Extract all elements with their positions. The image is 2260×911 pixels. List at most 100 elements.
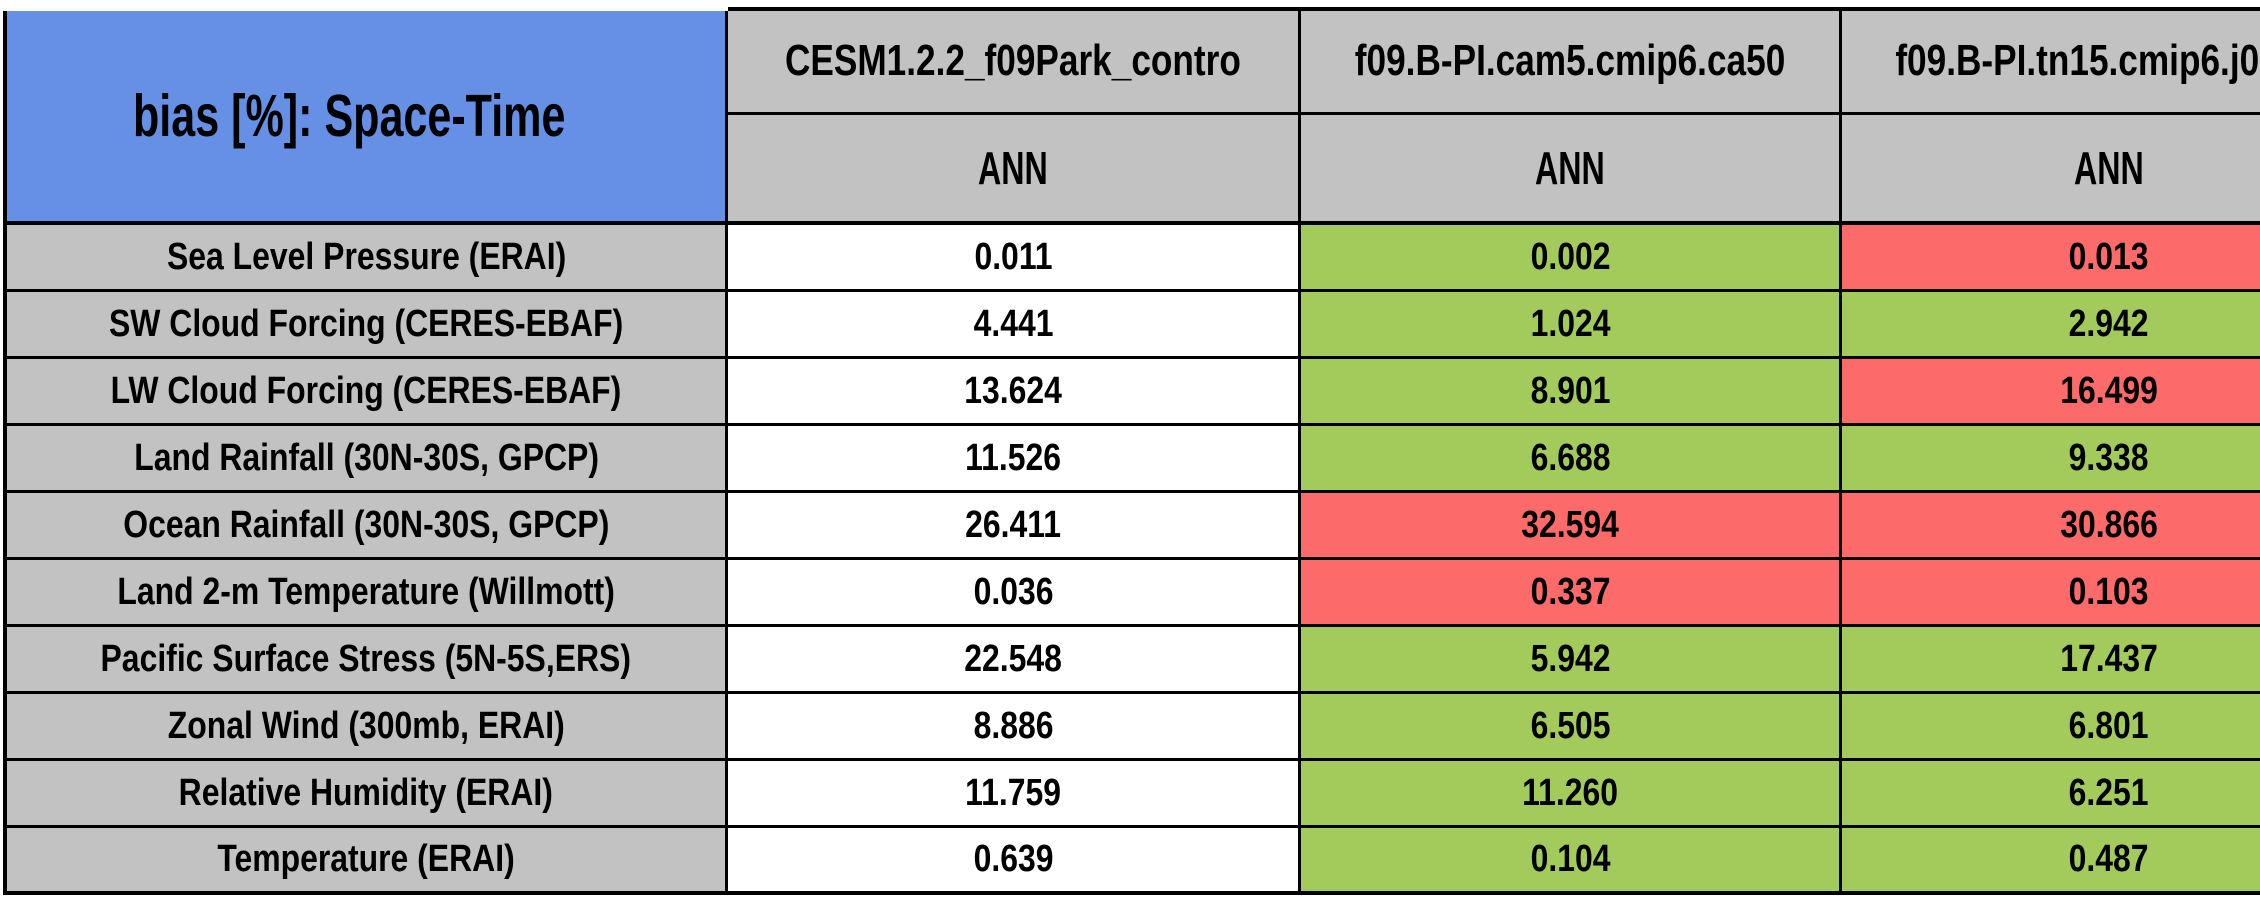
value-cell-white: 8.886 [725,690,1302,761]
table-row: Ocean Rainfall (30N-30S, GPCP) 26.411 32.5… [3,489,2260,560]
row-label-cell: Zonal Wind (300mb, ERAI) [3,690,729,761]
table-row: Pacific Surface Stress (5N-5S,ERS) 22.548… [3,623,2260,694]
value-cell-green: 6.505 [1298,690,1843,761]
value-cell-green: 11.260 [1298,757,1843,828]
table-row: Sea Level Pressure (ERAI) 0.011 0.002 0.013 [3,221,2260,292]
value-cell-white: 0.011 [725,221,1302,292]
value-text: 0.337 [1530,570,1611,613]
value-text: 5.942 [1530,637,1611,680]
value-text: 6.505 [1530,704,1611,747]
value-text: 16.499 [2060,369,2158,412]
value-cell-green: 17.437 [1839,623,2260,694]
value-text: 2.942 [2068,302,2149,345]
model-name-1: CESM1.2.2_f09Park_contro [785,36,1242,86]
value-text: 6.688 [1530,436,1611,479]
value-cell-red: 0.103 [1839,556,2260,627]
row-label: Land Rainfall (30N-30S, GPCP) [133,436,599,479]
value-text: 9.338 [2068,436,2149,479]
model-header-2: f09.B-PI.cam5.cmip6.ca50 [1298,7,1843,115]
value-cell-green: 6.801 [1839,690,2260,761]
season-label-2: ANN [1535,141,1606,194]
value-text: 0.103 [2068,570,2149,613]
value-cell-red: 32.594 [1298,489,1843,560]
value-cell-green: 0.104 [1298,824,1843,895]
row-label-cell: Pacific Surface Stress (5N-5S,ERS) [3,623,729,694]
value-text: 6.251 [2068,771,2149,814]
row-label: Relative Humidity (ERAI) [179,771,554,814]
model-name-3: f09.B-PI.tn15.cmip6.j01.re [1895,36,2260,86]
value-text: 17.437 [2060,637,2158,680]
value-cell-white: 4.441 [725,288,1302,359]
value-text: 0.002 [1530,235,1611,278]
value-cell-green: 1.024 [1298,288,1843,359]
value-cell-white: 11.759 [725,757,1302,828]
value-text: 4.441 [973,302,1054,345]
model-header-3: f09.B-PI.tn15.cmip6.j01.re [1839,7,2260,115]
value-text: 11.526 [965,436,1062,479]
table-row: LW Cloud Forcing (CERES-EBAF) 13.624 8.901… [3,355,2260,426]
value-text: 0.011 [974,235,1053,278]
row-label: LW Cloud Forcing (CERES-EBAF) [110,369,622,412]
value-cell-green: 2.942 [1839,288,2260,359]
value-text: 11.260 [1522,771,1619,814]
value-text: 11.759 [965,771,1062,814]
row-label: Temperature (ERAI) [217,838,515,881]
value-cell-red: 16.499 [1839,355,2260,426]
row-label: Sea Level Pressure (ERAI) [166,235,566,278]
season-label-1: ANN [978,141,1049,194]
value-cell-white: 13.624 [725,355,1302,426]
table-title-cell: bias [%]: Space-Time [3,7,729,225]
row-label-cell: SW Cloud Forcing (CERES-EBAF) [3,288,729,359]
value-cell-green: 6.688 [1298,422,1843,493]
value-text: 8.901 [1530,369,1611,412]
season-header-3: ANN [1839,111,2260,225]
value-text: 26.411 [965,503,1062,546]
value-text: 0.013 [2068,235,2149,278]
value-cell-white: 0.639 [725,824,1302,895]
value-text: 13.624 [964,369,1063,412]
row-label-cell: Land 2-m Temperature (Willmott) [3,556,729,627]
season-header-1: ANN [725,111,1302,225]
table-row: Land 2-m Temperature (Willmott) 0.036 0.33… [3,556,2260,627]
season-header-row: ANN ANN ANN [5,111,2260,225]
value-cell-red: 0.013 [1839,221,2260,292]
value-text: 32.594 [1521,503,1620,546]
value-cell-green: 0.487 [1839,824,2260,895]
value-cell-white: 11.526 [725,422,1302,493]
value-text: 0.639 [973,838,1054,881]
row-label: Pacific Surface Stress (5N-5S,ERS) [100,637,632,680]
table-row: Zonal Wind (300mb, ERAI) 8.886 6.505 6.801 [3,690,2260,761]
value-cell-red: 0.337 [1298,556,1843,627]
table-row: Relative Humidity (ERAI) 11.759 11.260 6.25… [3,757,2260,828]
row-label: Ocean Rainfall (30N-30S, GPCP) [123,503,610,546]
value-cell-green: 0.002 [1298,221,1843,292]
row-label-cell: Relative Humidity (ERAI) [3,757,729,828]
model-header-1: CESM1.2.2_f09Park_contro [725,7,1302,115]
row-label-cell: LW Cloud Forcing (CERES-EBAF) [3,355,729,426]
model-name-2: f09.B-PI.cam5.cmip6.ca50 [1354,36,1786,86]
row-label-cell: Ocean Rainfall (30N-30S, GPCP) [3,489,729,560]
table-body: bias [%]: Space-Time CESM1.2.2_f09Park_c… [3,7,2260,895]
value-text: 22.548 [964,637,1063,680]
value-text: 0.104 [1530,838,1611,881]
bias-space-time-table: bias [%]: Space-Time CESM1.2.2_f09Park_c… [3,7,2260,895]
value-text: 1.024 [1530,302,1611,345]
row-label-cell: Temperature (ERAI) [3,824,729,895]
row-label: SW Cloud Forcing (CERES-EBAF) [109,302,624,345]
value-text: 0.487 [2068,838,2149,881]
value-cell-green: 8.901 [1298,355,1843,426]
row-label-cell: Sea Level Pressure (ERAI) [3,221,729,292]
season-label-3: ANN [2073,141,2144,194]
value-cell-white: 0.036 [725,556,1302,627]
value-cell-green: 5.942 [1298,623,1843,694]
value-cell-white: 22.548 [725,623,1302,694]
value-cell-white: 26.411 [725,489,1302,560]
value-text: 8.886 [973,704,1054,747]
value-text: 0.036 [973,570,1054,613]
value-text: 6.801 [2068,704,2149,747]
table-row: SW Cloud Forcing (CERES-EBAF) 4.441 1.024 2… [3,288,2260,359]
table-title: bias [%]: Space-Time [133,82,566,149]
row-label: Zonal Wind (300mb, ERAI) [167,704,565,747]
value-cell-red: 30.866 [1839,489,2260,560]
